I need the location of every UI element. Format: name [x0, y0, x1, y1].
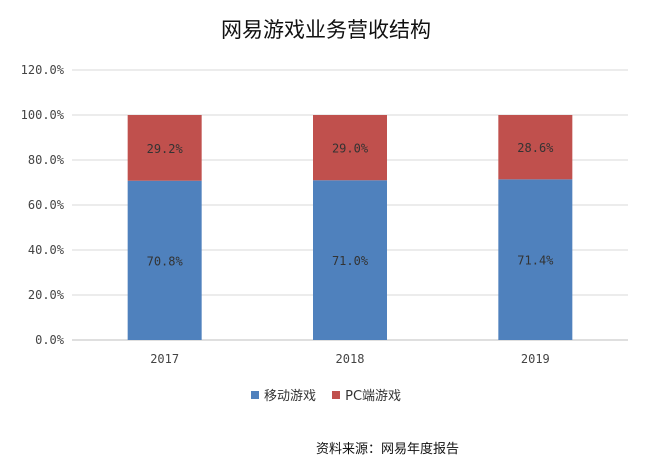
legend-label-pc: PC端游戏 — [345, 389, 402, 404]
legend-item-mobile: 移动游戏 — [250, 385, 316, 404]
y-tick-label: 0.0% — [35, 333, 65, 347]
y-tick-label: 120.0% — [21, 63, 65, 77]
data-label: 70.8% — [147, 254, 184, 268]
data-labels: 70.8% 29.2% 71.0% 29.0% 71.4% 28.6% — [147, 141, 555, 268]
y-tick-label: 40.0% — [28, 243, 65, 257]
y-tick-label: 60.0% — [28, 198, 65, 212]
bar-pc-2019 — [498, 115, 573, 180]
x-tick-label: 2019 — [521, 352, 550, 366]
data-label: 28.6% — [517, 141, 554, 155]
x-axis-ticks: 2017 2018 2019 — [150, 352, 550, 366]
y-tick-label: 80.0% — [28, 153, 65, 167]
bar-mobile-2017 — [127, 180, 202, 340]
source-note: 资料来源：网易年度报告 — [316, 442, 460, 457]
x-tick-label: 2018 — [336, 352, 365, 366]
chart-title: 网易游戏业务营收结构 — [221, 18, 431, 42]
y-tick-label: 100.0% — [21, 108, 65, 122]
bar-mobile-2019 — [498, 179, 573, 340]
data-label: 29.2% — [147, 142, 184, 156]
data-label: 29.0% — [332, 142, 369, 156]
data-label: 71.4% — [517, 254, 554, 268]
x-tick-label: 2017 — [150, 352, 179, 366]
legend-swatch-mobile — [250, 390, 259, 399]
bar-pc-2017 — [127, 115, 202, 181]
data-label: 71.0% — [332, 254, 369, 268]
bar-pc-2018 — [313, 115, 387, 181]
legend: 移动游戏 PC端游戏 — [0, 385, 652, 404]
legend-swatch-pc — [332, 390, 341, 399]
legend-item-pc: PC端游戏 — [332, 385, 401, 404]
y-tick-label: 20.0% — [28, 288, 65, 302]
y-axis-ticks: 0.0% 20.0% 40.0% 60.0% 80.0% 100.0% 120.0% — [21, 63, 65, 347]
legend-label-mobile: 移动游戏 — [263, 389, 316, 404]
bar-mobile-2018 — [313, 180, 387, 340]
bars — [127, 115, 573, 340]
